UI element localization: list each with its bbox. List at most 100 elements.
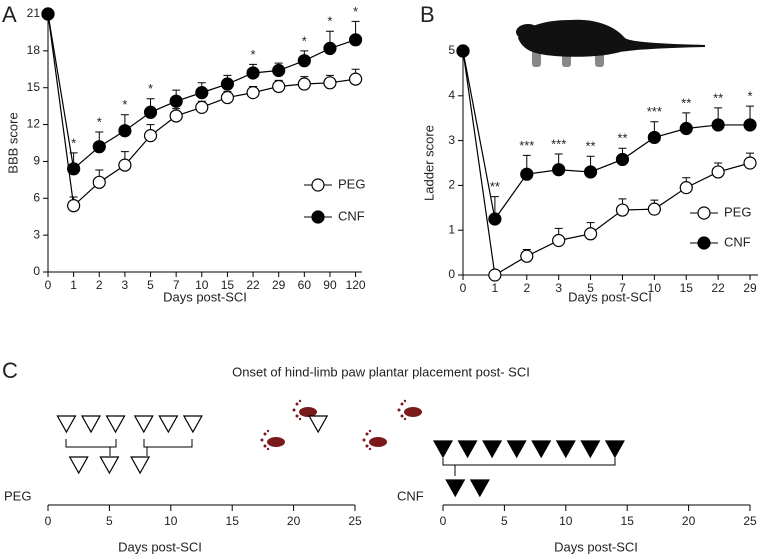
x-tick-label: 15 <box>226 514 240 528</box>
x-tick-label: 5 <box>587 281 594 295</box>
y-tick-label: 4 <box>448 88 455 102</box>
x-tick-label: 25 <box>743 514 757 528</box>
data-point <box>220 90 235 105</box>
series-label: CNF <box>397 488 424 503</box>
x-tick-label: 2 <box>96 278 103 292</box>
significance-label: ** <box>713 90 723 105</box>
data-point <box>118 124 132 138</box>
data-point <box>297 54 311 68</box>
x-tick-label: 29 <box>272 278 286 292</box>
data-point <box>679 121 693 136</box>
data-point <box>195 86 209 100</box>
onset-marker <box>555 440 576 459</box>
data-point <box>297 77 311 91</box>
series-line <box>462 50 751 276</box>
data-point <box>348 72 363 86</box>
significance-label: * <box>71 135 76 150</box>
x-tick-label: 2 <box>523 281 530 295</box>
x-tick-label: 20 <box>682 514 696 528</box>
significance-label: * <box>148 81 153 96</box>
x-axis-label: Days post-SCI <box>568 289 652 304</box>
x-tick-label: 120 <box>346 278 366 292</box>
x-tick-label: 10 <box>648 281 662 295</box>
significance-label: ** <box>490 179 500 194</box>
x-tick-label: 10 <box>164 514 178 528</box>
x-axis-label: Days post-SCI <box>163 289 247 304</box>
data-point <box>552 233 566 248</box>
x-tick-label: 5 <box>147 278 154 292</box>
onset-marker <box>604 440 625 459</box>
series-line <box>462 50 751 221</box>
x-tick-label: 3 <box>122 278 129 292</box>
paw-icons <box>260 399 422 451</box>
onset-marker <box>158 415 179 434</box>
data-point <box>169 109 183 123</box>
x-tick-label: 22 <box>711 281 725 295</box>
data-point <box>246 66 260 80</box>
x-tick-label: 1 <box>492 281 499 295</box>
x-tick-label: 29 <box>743 281 757 295</box>
significance-label: *** <box>519 138 534 153</box>
significance-label: * <box>747 89 752 104</box>
legend-marker <box>311 178 325 192</box>
data-point <box>246 86 260 100</box>
onset-marker <box>182 415 203 434</box>
onset-marker <box>469 479 490 498</box>
brackets <box>65 439 616 476</box>
x-tick-label: 0 <box>460 281 467 295</box>
x-tick-label: 0 <box>440 514 447 528</box>
y-tick-label: 3 <box>448 133 455 147</box>
legend-marker <box>311 210 325 224</box>
y-tick-label: 12 <box>27 117 41 131</box>
y-tick-label: 3 <box>33 227 40 241</box>
y-tick-label: 5 <box>448 43 455 57</box>
onset-marker <box>445 479 466 498</box>
significance-label: ** <box>617 131 627 146</box>
legend-label: PEG <box>724 204 751 219</box>
chart-title: Onset of hind-limb paw plantar placement… <box>232 364 530 379</box>
data-point <box>520 167 534 181</box>
y-axis-label: Ladder score <box>421 125 436 201</box>
data-point <box>583 165 598 179</box>
y-tick-label: 18 <box>27 43 41 57</box>
data-point <box>169 94 183 108</box>
significance-label: * <box>97 114 102 129</box>
data-point <box>92 175 106 189</box>
significance-label: * <box>251 47 256 62</box>
onset-marker <box>133 415 154 434</box>
y-tick-label: 2 <box>448 178 455 192</box>
data-point <box>323 41 337 56</box>
x-tick-label: 0 <box>45 278 52 292</box>
x-tick-label: 15 <box>680 281 694 295</box>
data-point <box>520 249 534 263</box>
data-point <box>679 181 693 195</box>
data-point <box>488 212 502 226</box>
data-point <box>615 203 630 217</box>
data-point <box>647 130 661 145</box>
legend-label: CNF <box>338 208 365 223</box>
onset-marker <box>99 456 120 475</box>
onset-marker <box>531 440 552 459</box>
x-tick-label: 5 <box>106 514 113 528</box>
y-axis-label: BBB score <box>5 112 20 173</box>
data-point <box>323 76 337 90</box>
onset-marker <box>105 415 126 434</box>
y-tick-label: 0 <box>33 264 40 278</box>
x-tick-label: 25 <box>348 514 362 528</box>
data-point <box>348 33 363 47</box>
significance-label: * <box>353 4 358 19</box>
onset-marker <box>130 456 151 475</box>
y-tick-label: 15 <box>27 80 41 94</box>
x-tick-label: 15 <box>621 514 635 528</box>
onset-marker <box>457 440 478 459</box>
x-tick-label: 20 <box>287 514 301 528</box>
x-tick-label: 22 <box>246 278 260 292</box>
y-tick-label: 9 <box>33 154 40 168</box>
onset-marker <box>308 415 329 434</box>
data-point <box>488 268 502 282</box>
x-tick-label: 15 <box>221 278 235 292</box>
data-point <box>143 129 158 143</box>
significance-label: *** <box>647 104 662 119</box>
x-tick-label: 3 <box>555 281 562 295</box>
